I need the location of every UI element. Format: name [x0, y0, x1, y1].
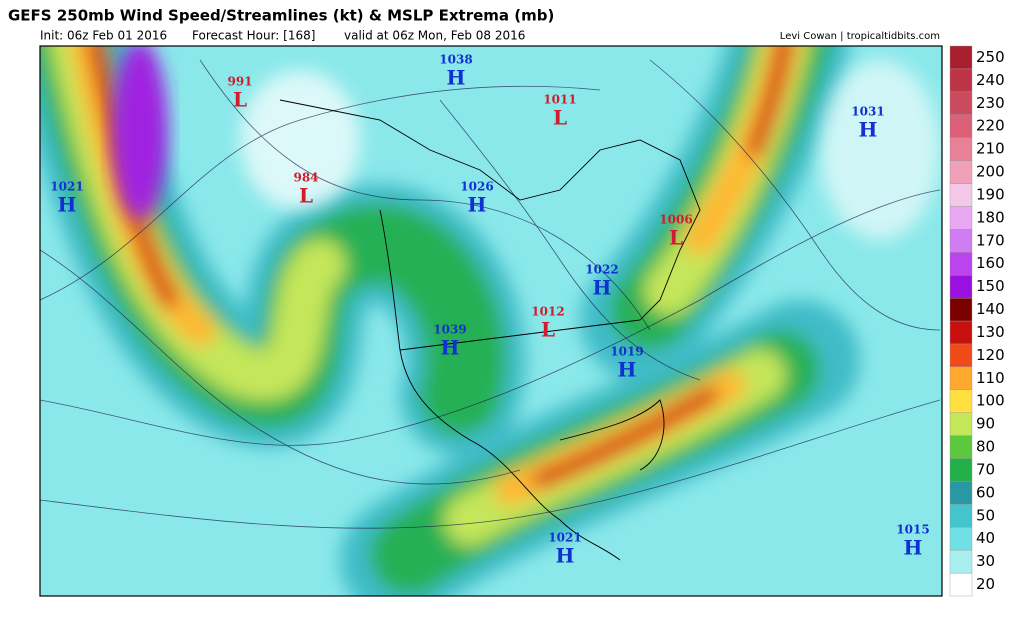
- pressure-letter: L: [233, 88, 247, 112]
- colorbar-label: 100: [976, 392, 1005, 410]
- colorbar-bin: [949, 572, 973, 597]
- colorbar-bin: [949, 206, 973, 230]
- pressure-value: 1012: [531, 305, 564, 319]
- colorbar-bin: [949, 91, 973, 115]
- colorbar-bin: [949, 527, 973, 551]
- colorbar-bin: [949, 68, 973, 93]
- colorbar-label: 50: [976, 506, 995, 524]
- init-time: Init: 06z Feb 01 2016: [40, 29, 167, 43]
- valid-time: valid at 06z Mon, Feb 08 2016: [344, 29, 525, 43]
- colorbar-bin: [949, 274, 973, 299]
- colorbar-bin: [949, 183, 973, 207]
- colorbar-label: 80: [976, 438, 995, 456]
- colorbar-bin: [949, 481, 973, 505]
- pressure-value: 1006: [659, 213, 692, 227]
- colorbar-bin: [949, 45, 973, 70]
- pressure-letter: H: [441, 336, 460, 360]
- colorbar-bin: [949, 389, 973, 413]
- colorbar-bin: [949, 435, 973, 459]
- colorbar: 20 30 40 50 60 70 80 90 100 110 120 130 140 150 160 170…: [949, 45, 1005, 597]
- colorbar-bin: [949, 504, 973, 528]
- credit: Levi Cowan | tropicaltidbits.com: [780, 31, 940, 42]
- colorbar-bin: [949, 297, 973, 322]
- pressure-letter: H: [468, 193, 487, 217]
- colorbar-bin: [949, 229, 973, 253]
- pressure-value: 1019: [610, 345, 643, 359]
- colorbar-label: 240: [976, 71, 1005, 89]
- pressure-value: 1011: [543, 93, 576, 107]
- colorbar-label: 60: [976, 483, 995, 501]
- colorbar-label: 150: [976, 277, 1005, 295]
- map: [40, 46, 942, 596]
- pressure-value: 1021: [50, 180, 83, 194]
- colorbar-bin: [949, 458, 973, 482]
- colorbar-label: 110: [976, 369, 1005, 387]
- pressure-value: 1039: [433, 323, 466, 337]
- colorbar-bin: [949, 160, 973, 184]
- colorbar-bin: [949, 137, 973, 161]
- coastlines: [279, 99, 701, 561]
- pressure-letter: H: [904, 536, 923, 560]
- colorbar-label: 200: [976, 163, 1005, 181]
- pressure-value: 1022: [585, 263, 618, 277]
- colorbar-label: 20: [976, 575, 995, 593]
- pressure-value: 1038: [439, 53, 472, 67]
- colorbar-label: 190: [976, 185, 1005, 203]
- colorbar-label: 70: [976, 460, 995, 478]
- streamlines: [40, 59, 941, 529]
- colorbar-bin: [949, 252, 973, 276]
- pressure-value: 984: [293, 171, 318, 185]
- pressure-letter: H: [859, 118, 878, 142]
- colorbar-label: 120: [976, 346, 1005, 364]
- colorbar-label: 160: [976, 254, 1005, 272]
- pressure-letter: H: [556, 544, 575, 568]
- colorbar-label: 250: [976, 48, 1005, 66]
- colorbar-label: 210: [976, 140, 1005, 158]
- pressure-letter: L: [541, 318, 555, 342]
- colorbar-label: 90: [976, 415, 995, 433]
- colorbar-bin: [949, 549, 973, 574]
- colorbar-label: 170: [976, 231, 1005, 249]
- pressure-letter: H: [593, 276, 612, 300]
- colorbar-label: 30: [976, 552, 995, 570]
- pressure-letter: H: [58, 193, 77, 217]
- colorbar-label: 230: [976, 94, 1005, 112]
- pressure-letter: H: [447, 66, 466, 90]
- pressure-letter: L: [299, 184, 313, 208]
- pressure-letter: L: [553, 106, 567, 130]
- pressure-letter: H: [618, 358, 637, 382]
- map-frame: [39, 45, 943, 597]
- colorbar-label: 220: [976, 117, 1005, 135]
- colorbar-bin: [949, 412, 973, 436]
- colorbar-bin: [949, 114, 973, 138]
- pressure-value: 1015: [896, 523, 929, 537]
- pressure-value: 1026: [460, 180, 493, 194]
- pressure-value: 1021: [548, 531, 581, 545]
- pressure-value: 1031: [851, 105, 884, 119]
- colorbar-bin: [949, 320, 973, 345]
- colorbar-bin: [949, 343, 973, 368]
- map-title: GEFS 250mb Wind Speed/Streamlines (kt) &…: [8, 7, 554, 25]
- colorbar-bin: [949, 366, 973, 390]
- colorbar-label: 180: [976, 208, 1005, 226]
- colorbar-label: 140: [976, 300, 1005, 318]
- pressure-value: 991: [227, 75, 252, 89]
- colorbar-label: 40: [976, 529, 995, 547]
- pressure-letter: L: [669, 226, 683, 250]
- forecast-hour: Forecast Hour: [168]: [192, 29, 315, 43]
- colorbar-label: 130: [976, 323, 1005, 341]
